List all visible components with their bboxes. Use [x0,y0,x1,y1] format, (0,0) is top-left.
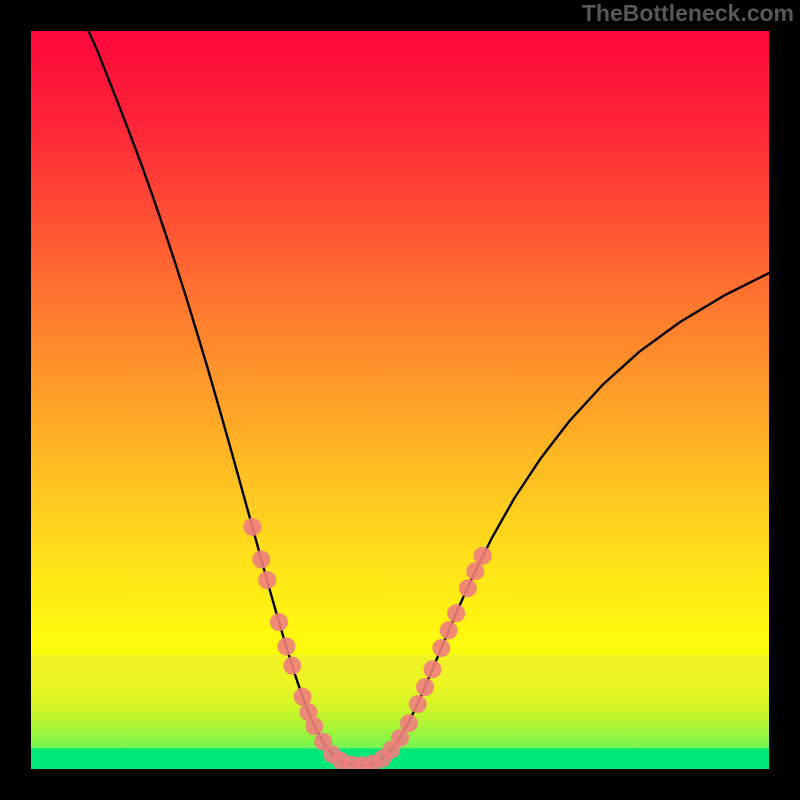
curve-marker [283,657,301,675]
curve-marker [258,571,276,589]
curve-marker [400,714,418,732]
curve-marker [416,678,434,696]
curve-marker [459,579,477,597]
curve-marker [409,695,427,713]
curve-marker [277,637,295,655]
curve-marker [447,604,465,622]
curve-marker [423,660,441,678]
curve-marker [466,562,484,580]
chart-stage: TheBottleneck.com [0,0,800,800]
curve-marker [432,639,450,657]
curve-marker [474,547,492,565]
curve-marker [440,621,458,639]
curve-marker [252,550,270,568]
bottleneck-curve-chart [0,0,800,800]
curve-marker [243,518,261,536]
curve-marker [305,717,323,735]
curve-marker [270,613,288,631]
green-strip [31,748,769,769]
watermark-text: TheBottleneck.com [582,0,794,27]
curve-marker [294,688,312,706]
plot-area [31,31,769,774]
